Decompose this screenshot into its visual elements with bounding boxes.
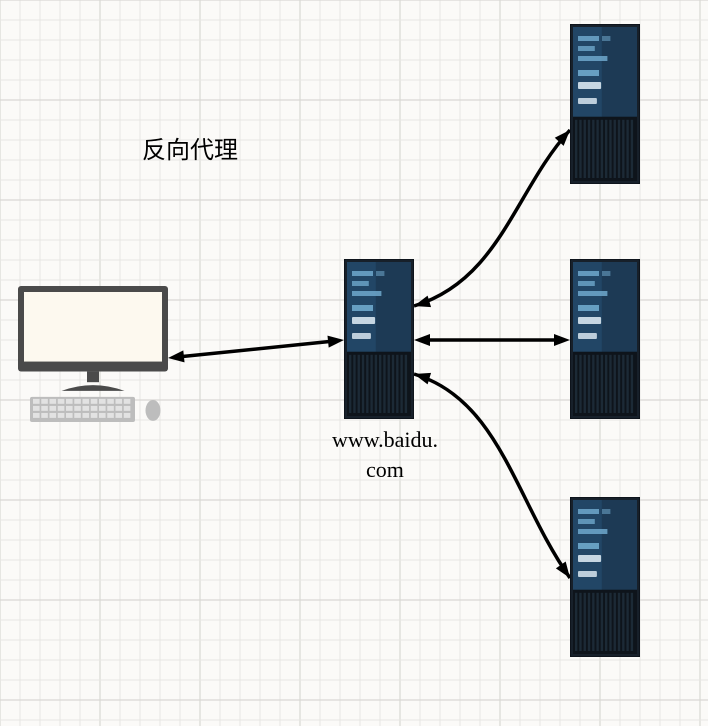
proxy-url-label: www.baidu. com (310, 425, 460, 484)
client-computer (18, 286, 168, 424)
backend-server-3 (570, 497, 640, 657)
backend-server-2 (570, 259, 640, 419)
backend-server-1 (570, 24, 640, 184)
diagram-canvas: 反向代理 www.baidu. com (0, 0, 708, 726)
diagram-title: 反向代理 (142, 130, 238, 165)
proxy-server (344, 259, 414, 419)
